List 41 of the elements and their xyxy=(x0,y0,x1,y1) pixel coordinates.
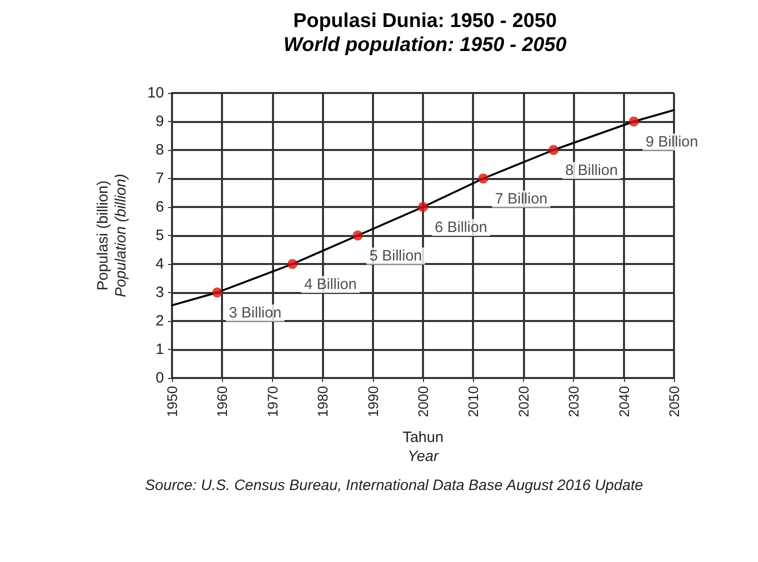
data-label: 5 Billion xyxy=(369,248,422,264)
point xyxy=(548,145,559,155)
data-label: 4 Billion xyxy=(304,276,357,293)
x-tick-label: 2040 xyxy=(616,386,632,418)
x-tick-label: 2050 xyxy=(666,386,682,418)
y-axis-title: Populasi (billion) Population (billion) xyxy=(94,174,130,298)
y-tick-label: 4 xyxy=(156,256,164,272)
x-tick-label: 1970 xyxy=(264,386,280,418)
y-tick-label: 5 xyxy=(156,227,164,244)
point xyxy=(287,259,298,269)
point xyxy=(352,230,363,240)
x-tick-label: 1980 xyxy=(314,386,331,418)
x-tick-label: 2030 xyxy=(566,386,582,418)
y-tick-label: 1 xyxy=(156,341,164,358)
source-note: Source: U.S. Census Bureau, International Data Base August 2016 Update xyxy=(145,477,644,494)
y-tick-label: 3 xyxy=(156,284,164,301)
y-tick-label: 2 xyxy=(156,312,164,330)
y-tick-label: 8 xyxy=(156,142,164,158)
x-tick-label: 1990 xyxy=(364,386,381,418)
y-tick-label: 9 xyxy=(156,113,164,130)
x-tick-label: 2000 xyxy=(415,386,431,418)
data-label: 3 Billion xyxy=(228,304,282,322)
data-label: 7 Billion xyxy=(494,190,548,208)
x-axis-title: Tahun Year xyxy=(402,429,444,465)
y-tick-label: 6 xyxy=(156,198,164,216)
point xyxy=(478,174,488,184)
point xyxy=(418,202,428,212)
data-label: 9 Billion xyxy=(646,134,698,150)
data-label: 6 Billion xyxy=(434,219,488,236)
data-label: 8 Billion xyxy=(565,162,618,179)
x-tick-label: 2010 xyxy=(465,386,482,418)
x-tick-label: 1960 xyxy=(214,386,230,418)
chart-title: Populasi Dunia: 1950 - 2050 xyxy=(293,10,557,32)
point xyxy=(212,288,222,298)
y-tick-label: 10 xyxy=(147,84,164,102)
point xyxy=(628,116,639,126)
x-tick-label: 1950 xyxy=(164,386,180,418)
chart-subtitle: World population: 1950 - 2050 xyxy=(283,34,567,56)
y-tick-label: 7 xyxy=(156,170,164,187)
y-tick-label: 0 xyxy=(156,370,164,386)
x-tick-label: 2020 xyxy=(515,386,532,418)
